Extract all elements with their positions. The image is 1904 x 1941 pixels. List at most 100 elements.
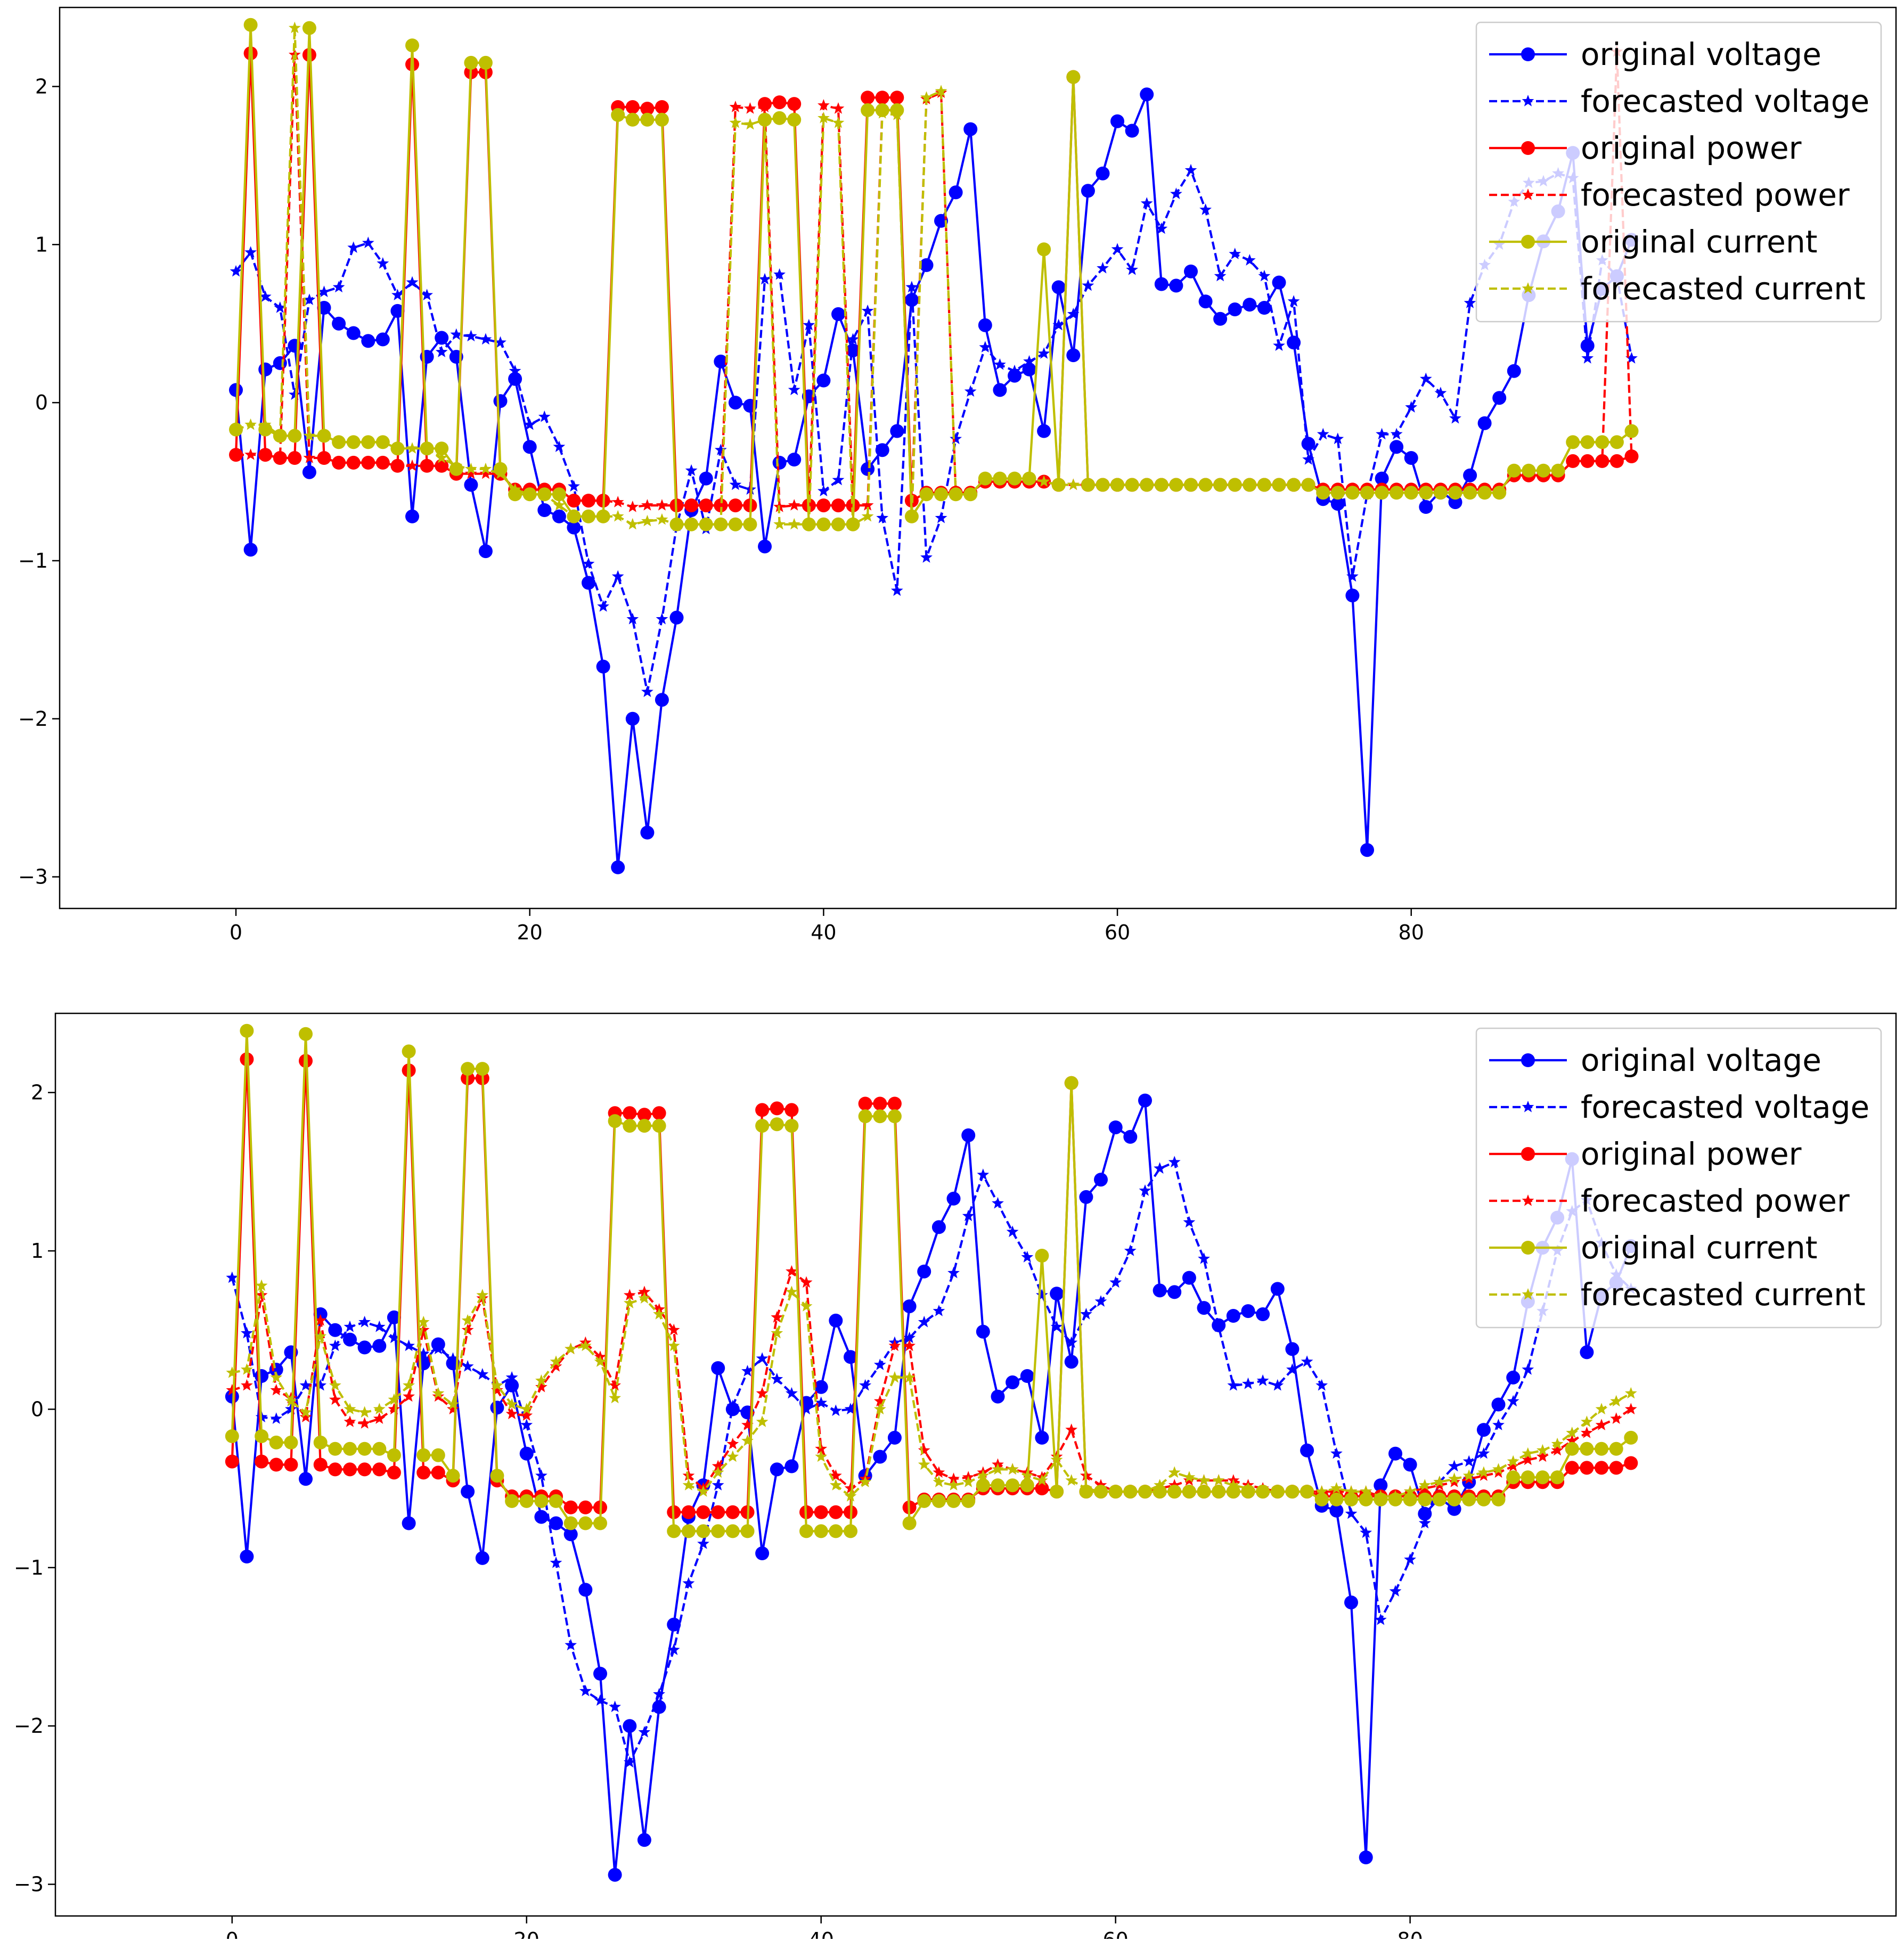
data-point (758, 539, 772, 554)
data-point (402, 1044, 416, 1059)
data-point (1432, 1492, 1447, 1506)
data-point (1447, 1502, 1461, 1516)
legend-swatch-marker (1522, 95, 1534, 107)
data-point (725, 1524, 740, 1538)
data-point (1492, 1419, 1505, 1430)
data-point (1419, 486, 1432, 498)
data-point (1183, 1471, 1196, 1483)
data-point (844, 1490, 857, 1502)
data-point (284, 1457, 298, 1472)
data-point (461, 1323, 474, 1336)
data-point (552, 487, 566, 502)
data-point (302, 465, 316, 479)
data-point (1419, 372, 1432, 384)
data-point (667, 1323, 680, 1336)
data-point (505, 1407, 518, 1420)
data-point (1476, 1492, 1491, 1506)
data-point (579, 1339, 592, 1352)
legend-swatch-marker (1522, 282, 1534, 294)
data-point (758, 101, 771, 112)
data-point (787, 112, 802, 127)
x-tick-label: 20 (514, 1928, 540, 1939)
data-point (1476, 1423, 1491, 1437)
data-point (303, 293, 316, 305)
data-point (652, 1119, 666, 1133)
data-point (1550, 1470, 1565, 1485)
data-point (375, 332, 390, 347)
data-point (288, 388, 301, 400)
legend-swatch-marker (1521, 1241, 1535, 1255)
x-tick-label: 80 (1399, 921, 1424, 944)
data-point (1374, 1490, 1387, 1502)
data-point (391, 442, 404, 454)
data-point (1625, 424, 1638, 437)
data-point (1565, 1461, 1579, 1475)
data-point (373, 1403, 386, 1415)
data-point (623, 1119, 637, 1133)
data-point (377, 257, 389, 269)
data-point (421, 442, 433, 454)
plot-area (229, 18, 1639, 874)
data-point (756, 1415, 769, 1427)
data-point (1286, 1363, 1298, 1375)
data-point (478, 55, 493, 70)
data-point (1448, 1460, 1460, 1472)
data-point (1227, 1479, 1240, 1490)
data-point (578, 1583, 593, 1597)
data-point (903, 1339, 916, 1352)
data-point (755, 1119, 770, 1133)
data-point (403, 1390, 415, 1402)
data-point (1624, 1456, 1638, 1470)
data-point (1199, 203, 1212, 215)
data-point (611, 570, 624, 582)
data-point (976, 1324, 990, 1339)
data-point (978, 318, 992, 332)
legend-item: original power (1489, 1136, 1802, 1172)
data-point (1317, 428, 1329, 440)
data-point (1270, 1282, 1285, 1296)
data-point (961, 1128, 976, 1142)
data-point (1065, 1474, 1078, 1486)
data-point (582, 510, 595, 522)
data-point (314, 1379, 327, 1391)
data-point (847, 333, 859, 345)
data-point (377, 456, 389, 468)
legend-label: forecasted current (1581, 271, 1866, 307)
data-point (744, 102, 756, 114)
data-point (432, 1387, 445, 1399)
data-point (582, 494, 595, 506)
data-point (653, 1688, 665, 1700)
data-point (712, 1479, 724, 1490)
data-point (1065, 1423, 1078, 1435)
data-point (329, 1393, 341, 1405)
data-point (1610, 1412, 1623, 1424)
data-point (373, 1320, 386, 1332)
data-point (435, 452, 448, 463)
data-point (917, 1494, 931, 1508)
legend-swatch-marker (1521, 1147, 1535, 1161)
data-point (1256, 1485, 1269, 1497)
data-point (1508, 464, 1521, 476)
data-point (623, 1719, 637, 1733)
data-point (741, 1365, 754, 1377)
data-point (873, 1395, 886, 1407)
data-point (491, 1379, 503, 1391)
data-point (388, 1331, 401, 1344)
data-point (285, 1395, 297, 1407)
data-point (225, 1429, 239, 1443)
data-point (1273, 478, 1285, 490)
data-point (1109, 1276, 1122, 1288)
data-point (786, 1387, 798, 1399)
data-point (1184, 163, 1197, 176)
data-point (255, 1279, 268, 1291)
data-point (920, 91, 933, 103)
y-tick-label: −1 (18, 549, 48, 572)
data-point (1302, 478, 1315, 490)
data-point (1330, 1482, 1343, 1494)
data-point (626, 501, 639, 512)
data-point (490, 1401, 504, 1415)
legend-label: forecasted current (1581, 1276, 1866, 1313)
data-point (478, 544, 493, 559)
data-point (696, 1505, 710, 1519)
data-point (362, 236, 374, 248)
